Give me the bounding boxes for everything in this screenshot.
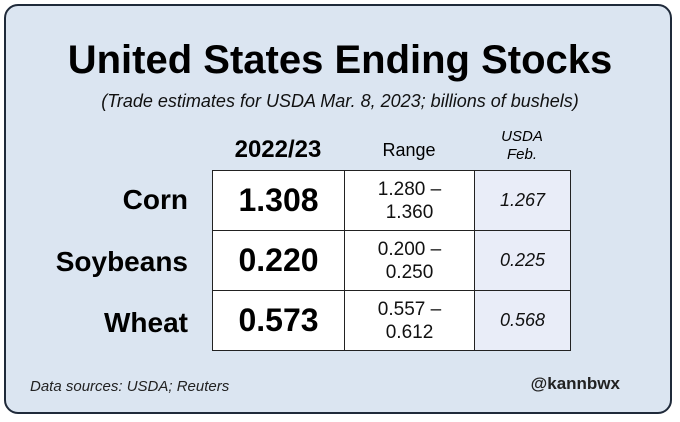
table-row-wheat: 0.573 0.557 – 0.612 0.568 bbox=[212, 290, 571, 351]
cell-range-high-soybeans: 0.250 bbox=[385, 261, 434, 283]
cell-range-corn: 1.280 – 1.360 bbox=[344, 170, 475, 231]
column-header-usda-line1: USDA bbox=[501, 128, 543, 145]
ending-stocks-table: 1.308 1.280 – 1.360 1.267 0.220 0.200 – … bbox=[212, 170, 571, 351]
table-row-soybeans: 0.220 0.200 – 0.250 0.225 bbox=[212, 230, 571, 291]
author-credit: @kannbwx bbox=[530, 374, 620, 393]
cell-range-low-soybeans: 0.200 – bbox=[377, 238, 442, 260]
cell-usda-feb-wheat: 0.568 bbox=[474, 290, 571, 351]
column-header-range: Range bbox=[382, 140, 436, 160]
cell-usda-feb-corn: 1.267 bbox=[474, 170, 571, 231]
cell-estimate-soybeans: 0.220 bbox=[212, 230, 345, 291]
column-header-usda-feb: USDA Feb. bbox=[474, 128, 570, 164]
chart-title: United States Ending Stocks bbox=[67, 38, 613, 82]
cell-range-high-wheat: 0.612 bbox=[385, 321, 434, 343]
table-row-corn: 1.308 1.280 – 1.360 1.267 bbox=[212, 170, 571, 231]
row-label-wheat: Wheat bbox=[104, 307, 188, 338]
cell-range-low-wheat: 0.557 – bbox=[377, 298, 442, 320]
cell-estimate-corn: 1.308 bbox=[212, 170, 345, 231]
column-header-usda-line2: Feb. bbox=[506, 146, 537, 163]
cell-range-low-corn: 1.280 – bbox=[377, 178, 442, 200]
cell-estimate-wheat: 0.573 bbox=[212, 290, 345, 351]
row-label-corn: Corn bbox=[122, 184, 188, 215]
cell-range-high-corn: 1.360 bbox=[385, 201, 434, 223]
row-label-soybeans: Soybeans bbox=[55, 246, 188, 277]
column-header-2022-23: 2022/23 bbox=[234, 136, 322, 163]
cell-usda-feb-soybeans: 0.225 bbox=[474, 230, 571, 291]
cell-range-wheat: 0.557 – 0.612 bbox=[344, 290, 475, 351]
cell-range-soybeans: 0.200 – 0.250 bbox=[344, 230, 475, 291]
chart-subtitle: (Trade estimates for USDA Mar. 8, 2023; … bbox=[101, 91, 579, 111]
data-source-note: Data sources: USDA; Reuters bbox=[30, 378, 230, 395]
